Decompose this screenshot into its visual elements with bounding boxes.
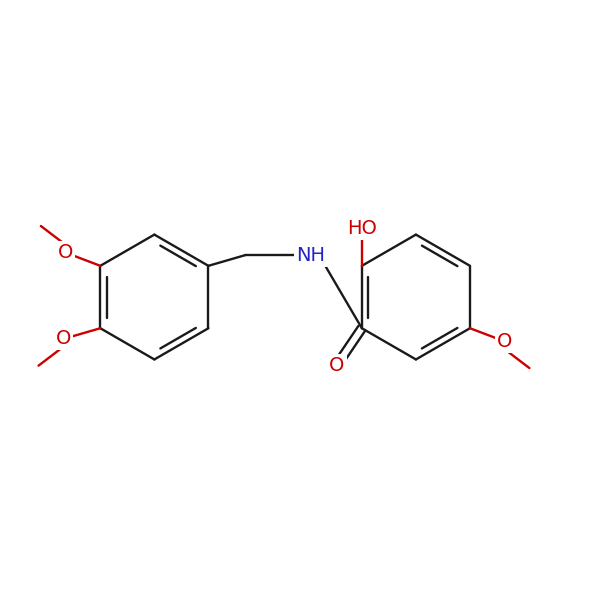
Text: NH: NH bbox=[296, 245, 325, 265]
Text: O: O bbox=[58, 243, 74, 262]
Text: O: O bbox=[329, 356, 344, 374]
Text: O: O bbox=[56, 329, 71, 349]
Text: O: O bbox=[497, 332, 512, 351]
Text: HO: HO bbox=[347, 220, 377, 238]
